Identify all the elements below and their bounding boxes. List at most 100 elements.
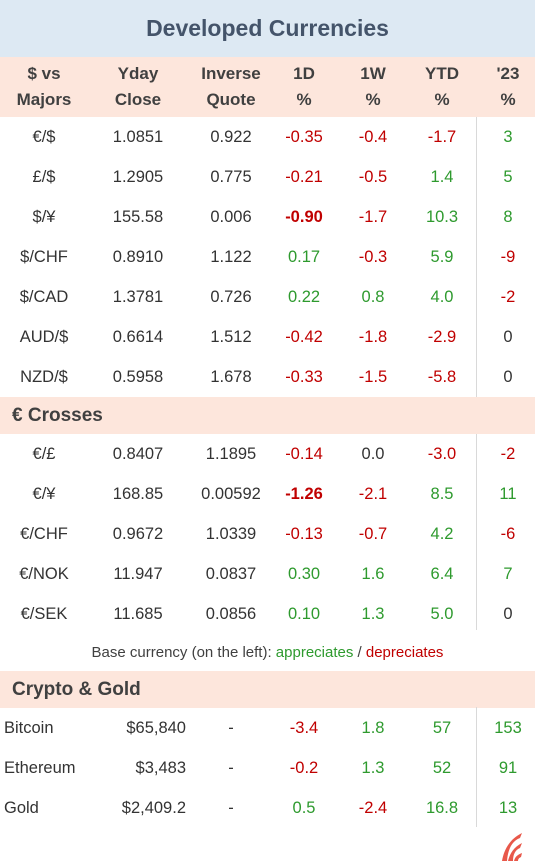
cell-close: 1.0851 [112,128,164,146]
table-row: $/CHF 0.8910 1.122 0.17 -0.3 5.9 -9 [0,237,535,277]
cell-close: 155.58 [112,208,164,226]
cell-inverse: - [228,799,234,817]
cell-d1: -0.21 [285,168,323,186]
cell-inverse: - [228,719,234,737]
cell-pair: €/¥ [32,485,56,503]
header-close-line1: Yday [117,64,159,83]
cell-d1: -0.13 [285,525,323,543]
table-row: €/¥ 168.85 0.00592 -1.26 -2.1 8.5 11 [0,474,535,514]
table-row: $/¥ 155.58 0.006 -0.90 -1.7 10.3 8 [0,197,535,237]
header-1d-line2: % [296,90,312,109]
cell-w1: 1.8 [361,719,385,737]
cell-inverse: 0.00592 [201,485,261,503]
cell-d1: 0.22 [287,288,321,306]
cell-y23: 11 [499,485,517,503]
table-row: Gold $2,409.2 - 0.5 -2.4 16.8 13 [0,788,535,828]
cell-inverse: 0.0856 [205,605,257,623]
table-row: €/CHF 0.9672 1.0339 -0.13 -0.7 4.2 -6 [0,514,535,554]
crypto-table: Bitcoin $65,840 - -3.4 1.8 57 153 Ethereum $3,48… [0,708,535,828]
legend-prefix: Base currency (on the left): [91,644,276,661]
cell-y23: 0 [503,368,513,386]
cell-d1: -3.4 [289,719,319,737]
legend: Base currency (on the left): appreciates… [0,634,535,671]
cell-w1: -0.3 [358,248,388,266]
cell-pair: €/CHF [20,525,68,543]
cell-ytd: 16.8 [425,799,459,817]
table-row: €/$ 1.0851 0.922 -0.35 -0.4 -1.7 3 [0,117,535,157]
cell-pair: AUD/$ [19,328,69,346]
cell-w1: 1.6 [361,565,385,583]
table-row: NZD/$ 0.5958 1.678 -0.33 -1.5 -5.8 0 [0,357,535,397]
cell-inverse: 1.1895 [205,445,257,463]
cell-ytd: 57 [432,719,452,737]
cell-close: 1.3781 [112,288,164,306]
cell-y23: 8 [503,208,513,226]
cell-close: $3,483 [135,759,186,777]
table-row: €/SEK 11.685 0.0856 0.10 1.3 5.0 0 [0,594,535,634]
cell-d1: 0.17 [287,248,321,266]
table-header: $ vs Majors Yday Close Inverse Quote 1D … [0,57,535,117]
header-inverse-line1: Inverse [201,64,261,83]
cell-d1: -0.14 [285,445,323,463]
cell-y23: 0 [503,328,513,346]
cell-pair: €/£ [32,445,56,463]
header-1w: 1W % [344,61,402,113]
cell-close: 1.2905 [112,168,164,186]
cell-w1: -0.4 [358,128,388,146]
cell-d1: -0.42 [285,328,323,346]
page-title: Developed Currencies [0,0,535,57]
cell-close: 0.8407 [112,445,164,463]
cell-inverse: 0.726 [210,288,252,306]
cell-w1: 1.3 [361,759,385,777]
cell-d1: 0.5 [292,799,316,817]
cell-w1: -1.7 [358,208,388,226]
cell-ytd: 5.9 [430,248,454,266]
cell-inverse: 0.0837 [205,565,257,583]
table-row: €/£ 0.8407 1.1895 -0.14 0.0 -3.0 -2 [0,434,535,474]
cell-y23: 91 [498,759,518,777]
cell-ytd: 6.4 [430,565,454,583]
legend-appreciates: appreciates [275,644,354,661]
cell-inverse: 1.122 [210,248,252,266]
header-close-line2: Close [114,90,162,109]
cell-w1: -2.1 [358,485,388,503]
cell-ytd: -3.0 [427,445,457,463]
cell-pair: £/$ [32,168,56,186]
cell-y23: 0 [503,605,513,623]
cell-pair: €/$ [32,128,56,146]
cell-pair: Bitcoin [4,719,54,737]
cell-y23: -9 [500,248,516,266]
header-inverse-line2: Quote [206,90,256,109]
cell-inverse: - [228,759,234,777]
cell-ytd: -5.8 [427,368,457,386]
header-2023-line1: '23 [496,64,520,83]
cell-y23: 7 [503,565,513,583]
cell-ytd: 4.2 [430,525,454,543]
cell-y23: -2 [500,445,516,463]
cell-w1: -0.7 [358,525,388,543]
cell-close: $65,840 [126,719,186,737]
cell-inverse: 0.006 [210,208,252,226]
cell-inverse: 1.0339 [205,525,257,543]
cell-w1: -1.5 [358,368,388,386]
header-1w-line1: 1W [360,64,386,83]
column-divider-crypto [476,707,477,827]
table-row: Bitcoin $65,840 - -3.4 1.8 57 153 [0,708,535,748]
header-ytd-line1: YTD [425,64,459,83]
cell-inverse: 0.775 [210,168,252,186]
header-2023: '23 % [482,61,534,113]
cell-w1: -2.4 [358,799,388,817]
cell-ytd: 4.0 [430,288,454,306]
cell-y23: 5 [503,168,513,186]
cell-d1: -0.33 [285,368,323,386]
cell-ytd: 1.4 [430,168,454,186]
cell-close: 11.947 [113,565,163,583]
table-row: €/NOK 11.947 0.0837 0.30 1.6 6.4 7 [0,554,535,594]
cell-pair: $/CAD [19,288,69,306]
cell-pair: $/CHF [20,248,68,266]
cell-y23: 13 [498,799,518,817]
cell-inverse: 1.512 [210,328,252,346]
cell-pair: NZD/$ [20,368,68,386]
cell-d1: 0.10 [287,605,321,623]
crosses-table: €/£ 0.8407 1.1895 -0.14 0.0 -3.0 -2 €/¥ 168.85 0.… [0,434,535,634]
